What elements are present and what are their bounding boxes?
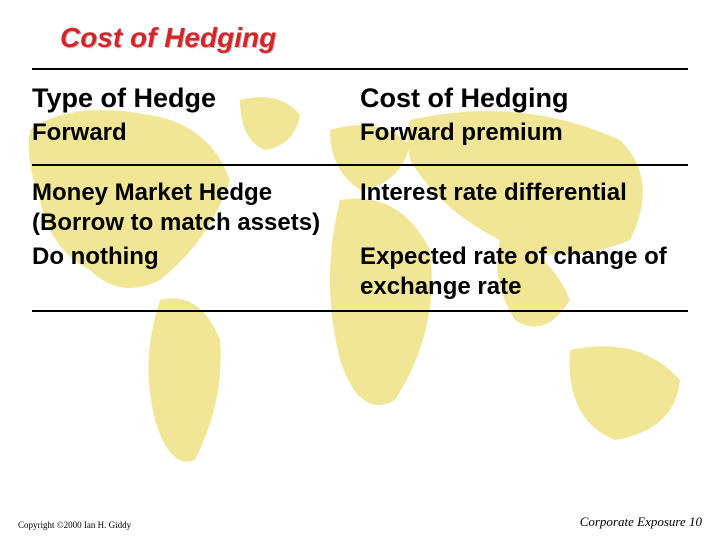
cell-nothing-type: Do nothing — [32, 240, 360, 304]
cell-forward-type: Forward — [32, 116, 360, 150]
cell-nothing-cost: Expected rate of change of exchange rate — [360, 240, 688, 304]
slide-title: Cost of Hedging — [60, 22, 688, 54]
divider-bottom — [32, 310, 688, 312]
hedging-table: Type of Hedge Cost of Hedging Forward Fo… — [32, 76, 688, 312]
cell-mmh-cost: Interest rate differential — [360, 176, 688, 240]
cell-mmh-type: Money Market Hedge (Borrow to match asse… — [32, 176, 360, 240]
divider-top — [32, 68, 688, 70]
column-header-cost: Cost of Hedging — [360, 76, 688, 116]
cell-forward-cost: Forward premium — [360, 116, 688, 150]
column-header-type: Type of Hedge — [32, 76, 360, 116]
divider-mid — [32, 164, 688, 166]
